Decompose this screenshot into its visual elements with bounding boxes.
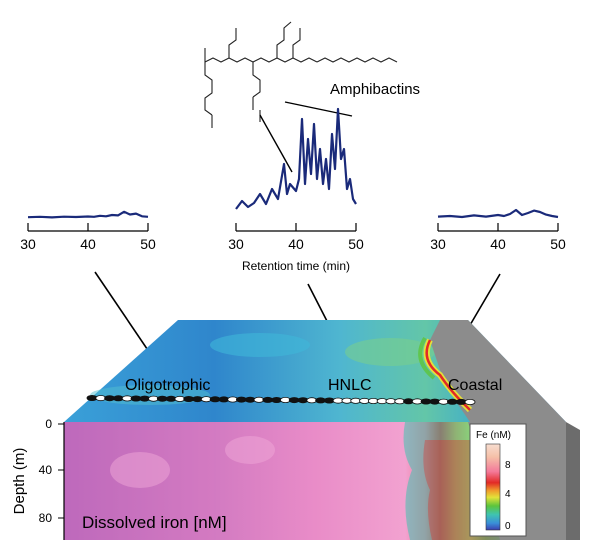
- tick-label-oligotrophic-1: 40: [80, 236, 96, 252]
- zoom-line-left: [259, 114, 293, 173]
- tick-label-coastal-1: 40: [490, 236, 506, 252]
- xaxis-label-hnlc: Retention time (min): [242, 259, 350, 273]
- block-side: [566, 422, 580, 540]
- region-label-oligotrophic: Oligotrophic: [125, 377, 210, 394]
- chromatogram-trace-hnlc: [235, 107, 357, 210]
- colorbar: Fe (nM) 8 4 0: [469, 423, 527, 537]
- amphibactin-structure: [204, 21, 398, 128]
- depth-tick-80: 80: [39, 511, 53, 525]
- colorbar-tick-0: 0: [505, 521, 511, 532]
- colorbar-tick-8: 8: [505, 460, 511, 471]
- tick-label-hnlc-1: 40: [288, 236, 304, 252]
- region-label-coastal: Coastal: [448, 377, 502, 394]
- tick-label-hnlc-2: 50: [348, 236, 364, 252]
- section-title: Dissolved iron [nM]: [82, 513, 227, 532]
- tick-label-oligotrophic-2: 50: [140, 236, 156, 252]
- tick-label-hnlc-0: 30: [228, 236, 244, 252]
- tick-label-coastal-0: 30: [430, 236, 446, 252]
- depth-axis: 0 40 80 Depth (m): [11, 417, 65, 540]
- station-transect: [86, 394, 476, 405]
- tick-label-oligotrophic-0: 30: [20, 236, 36, 252]
- depth-tick-0: 0: [45, 417, 52, 431]
- colorbar-title: Fe (nM): [476, 430, 511, 441]
- region-label-hnlc: HNLC: [328, 377, 372, 394]
- depth-axis-label: Depth (m): [11, 448, 28, 515]
- chromatogram-trace-coastal: [437, 208, 559, 219]
- chromatogram-trace-oligotrophic: [27, 210, 149, 219]
- colorbar-tick-4: 4: [505, 489, 511, 500]
- ocean-map: [64, 320, 566, 422]
- chromatograms: 30 40 50 30 40 50 Retention time (min) 30 40 50: [20, 107, 566, 273]
- depth-tick-40: 40: [39, 463, 53, 477]
- structure-label: Amphibactins: [330, 81, 420, 98]
- station-marker: [464, 398, 476, 405]
- land-mass: [430, 320, 566, 422]
- tick-label-coastal-2: 50: [550, 236, 566, 252]
- zoom-line-right: [284, 101, 353, 117]
